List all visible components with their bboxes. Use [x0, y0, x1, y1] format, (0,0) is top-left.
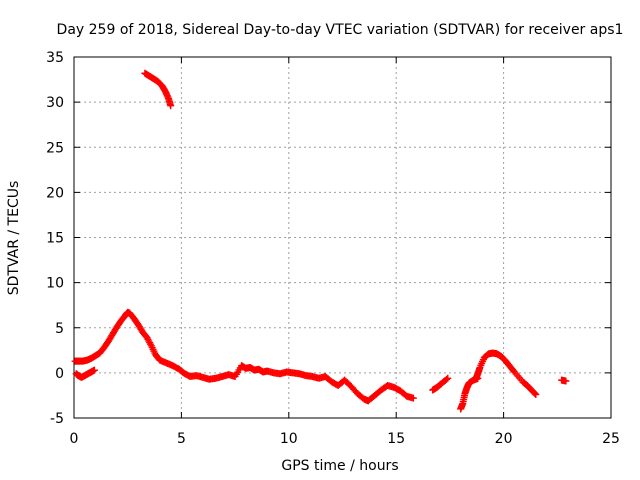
data-point	[562, 377, 570, 385]
data-point	[444, 374, 452, 382]
x-axis-label: GPS time / hours	[281, 458, 398, 474]
y-tick-label: -5	[50, 411, 64, 427]
y-tick-label: 30	[46, 95, 64, 111]
data-point	[442, 375, 450, 383]
x-tick-label: 15	[387, 431, 405, 447]
data-point	[532, 391, 540, 399]
data-points	[71, 69, 570, 413]
y-tick-label: 15	[46, 231, 64, 247]
y-tick-label: 10	[46, 276, 64, 292]
chart-title: Day 259 of 2018, Sidereal Day-to-day VTE…	[57, 22, 624, 38]
data-point	[409, 394, 417, 402]
y-tick-label: 0	[55, 366, 64, 382]
data-point	[90, 366, 98, 374]
x-tick-label: 25	[602, 431, 620, 447]
x-tick-label: 0	[70, 431, 79, 447]
data-point	[167, 102, 175, 110]
x-tick-label: 20	[495, 431, 513, 447]
grid	[74, 57, 611, 418]
x-tick-labels: 0 5 10 15 20 25	[70, 431, 620, 447]
axis-ticks	[73, 56, 612, 419]
y-tick-label: 5	[55, 321, 64, 337]
y-tick-labels: -5 0 5 10 15 20 25 30 35	[46, 50, 64, 427]
y-tick-label: 25	[46, 140, 64, 156]
x-tick-label: 10	[280, 431, 298, 447]
x-tick-label: 5	[177, 431, 186, 447]
y-axis-label: SDTVAR / TECUs	[6, 181, 22, 296]
y-tick-label: 35	[46, 50, 64, 66]
data-point	[531, 390, 539, 398]
y-tick-label: 20	[46, 185, 64, 201]
